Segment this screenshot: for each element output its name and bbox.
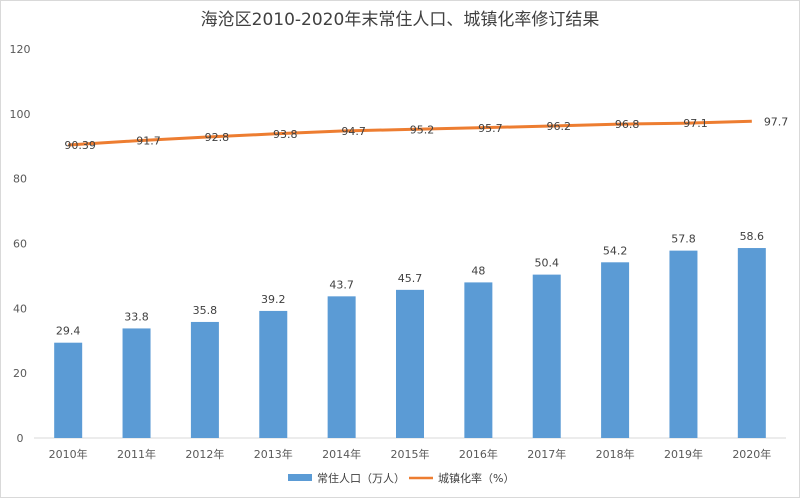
bar-data-label: 43.7	[329, 278, 354, 291]
bar-data-label: 29.4	[56, 325, 81, 338]
bar-data-label: 57.8	[671, 233, 696, 246]
x-tick-label: 2018年	[596, 447, 635, 461]
line-data-label: 94.7	[341, 125, 366, 138]
legend-label-urbanization: 城镇化率（%）	[438, 471, 514, 485]
bar	[464, 282, 493, 438]
x-tick-label: 2010年	[49, 447, 88, 461]
bar	[396, 289, 424, 438]
x-tick-label: 2012年	[185, 447, 224, 461]
bar-data-label: 54.2	[603, 244, 628, 257]
bar-data-label: 50.4	[534, 257, 559, 270]
bar	[327, 296, 356, 438]
line-data-label: 93.8	[273, 128, 298, 141]
bar	[532, 274, 561, 438]
line-data-label: 96.8	[615, 118, 640, 131]
y-tick-label: 120	[10, 43, 31, 56]
chart-title: 海沧区2010-2020年末常住人口、城镇化率修订结果	[201, 10, 600, 30]
line-data-label: 92.8	[205, 131, 230, 144]
bar-data-label: 48	[471, 264, 485, 277]
line-data-label: 97.7	[764, 115, 789, 128]
bar-data-label: 33.8	[124, 310, 149, 323]
line-data-label: 91.7	[136, 135, 161, 148]
x-tick-label: 2011年	[117, 447, 156, 461]
x-tick-label: 2015年	[391, 447, 430, 461]
line-data-label: 97.1	[683, 117, 708, 130]
bar	[259, 310, 288, 438]
line-data-label: 90.39	[64, 139, 96, 152]
x-tick-label: 2020年	[732, 447, 771, 461]
line-data-label: 96.2	[546, 120, 571, 133]
line-data-label: 95.7	[478, 122, 503, 135]
y-tick-label: 0	[17, 432, 24, 445]
x-tick-label: 2014年	[322, 447, 361, 461]
line-data-label: 95.2	[410, 123, 435, 136]
y-tick-label: 80	[13, 173, 27, 186]
x-tick-label: 2017年	[527, 447, 566, 461]
bar-data-label: 39.2	[261, 293, 286, 306]
x-tick-label: 2013年	[254, 447, 293, 461]
x-tick-label: 2019年	[664, 447, 703, 461]
bar	[601, 262, 630, 438]
y-tick-label: 20	[13, 367, 27, 380]
y-tick-label: 40	[13, 302, 27, 315]
y-tick-label: 60	[13, 238, 27, 251]
bar	[737, 248, 766, 438]
bar	[54, 342, 83, 438]
bar	[190, 321, 219, 438]
y-tick-label: 100	[10, 108, 31, 121]
legend-swatch-population	[288, 474, 312, 481]
bar	[669, 250, 698, 438]
bar-data-label: 45.7	[398, 272, 423, 285]
bar	[122, 328, 151, 438]
legend-label-population: 常住人口（万人）	[317, 471, 405, 485]
x-tick-label: 2016年	[459, 447, 498, 461]
bar-data-label: 58.6	[740, 230, 765, 243]
legend: 常住人口（万人） 城镇化率（%）	[288, 471, 514, 485]
bar-data-label: 35.8	[193, 304, 218, 317]
